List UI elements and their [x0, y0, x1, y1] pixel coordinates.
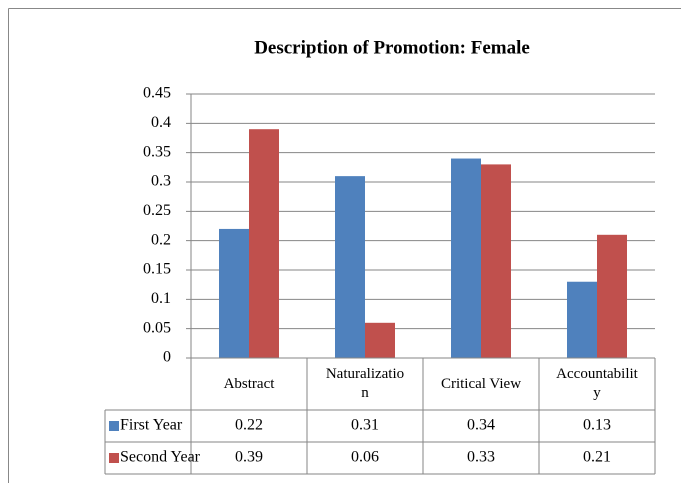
- legend-swatch: [109, 421, 119, 431]
- category-wrap: Naturalization: [307, 358, 423, 410]
- y-tick-label: 0.25: [143, 202, 171, 219]
- legend-label: First Year: [120, 417, 183, 434]
- table-value: 0.34: [467, 417, 495, 434]
- bar: [451, 158, 481, 358]
- y-tick-label: 0.4: [151, 114, 171, 131]
- table-value: 0.22: [235, 417, 263, 434]
- x-tick-label: Abstract: [223, 375, 275, 392]
- category-wrap: Critical View: [423, 358, 539, 410]
- bar: [365, 322, 395, 358]
- category-wrap: Accountability: [539, 358, 655, 410]
- category-cell: Abstract: [191, 358, 307, 410]
- table-value: 0.39: [235, 449, 263, 466]
- bar: [219, 228, 249, 358]
- bar: [335, 176, 365, 358]
- table-value: 0.06: [351, 449, 379, 466]
- category-cell: Accountability: [539, 358, 655, 410]
- y-tick-label: 0.35: [143, 143, 171, 160]
- x-tick-label: Critical View: [440, 375, 522, 392]
- table-value: 0.13: [583, 417, 611, 434]
- y-tick-label: 0.15: [143, 261, 171, 278]
- category-wrap: Abstract: [191, 358, 307, 410]
- bar: [249, 129, 279, 358]
- table-value: 0.31: [351, 417, 379, 434]
- chart-title: Description of Promotion: Female: [254, 37, 530, 58]
- y-tick-label: 0.1: [151, 290, 171, 307]
- bar: [481, 164, 511, 358]
- table-value: 0.21: [583, 449, 611, 466]
- category-cell: Naturalization: [307, 358, 423, 410]
- bar: [567, 281, 597, 358]
- bar: [597, 234, 627, 358]
- y-tick-label: 0: [163, 349, 171, 366]
- x-tick-label: Naturalization: [325, 366, 405, 401]
- legend-label: Second Year: [120, 449, 201, 466]
- legend-swatch: [109, 453, 119, 463]
- y-tick-label: 0.45: [143, 85, 171, 102]
- category-cell: Critical View: [423, 358, 539, 410]
- x-tick-label: Accountability: [556, 366, 638, 401]
- y-tick-label: 0.3: [151, 173, 171, 190]
- y-tick-label: 0.05: [143, 319, 171, 336]
- table-value: 0.33: [467, 449, 495, 466]
- y-tick-label: 0.2: [151, 231, 171, 248]
